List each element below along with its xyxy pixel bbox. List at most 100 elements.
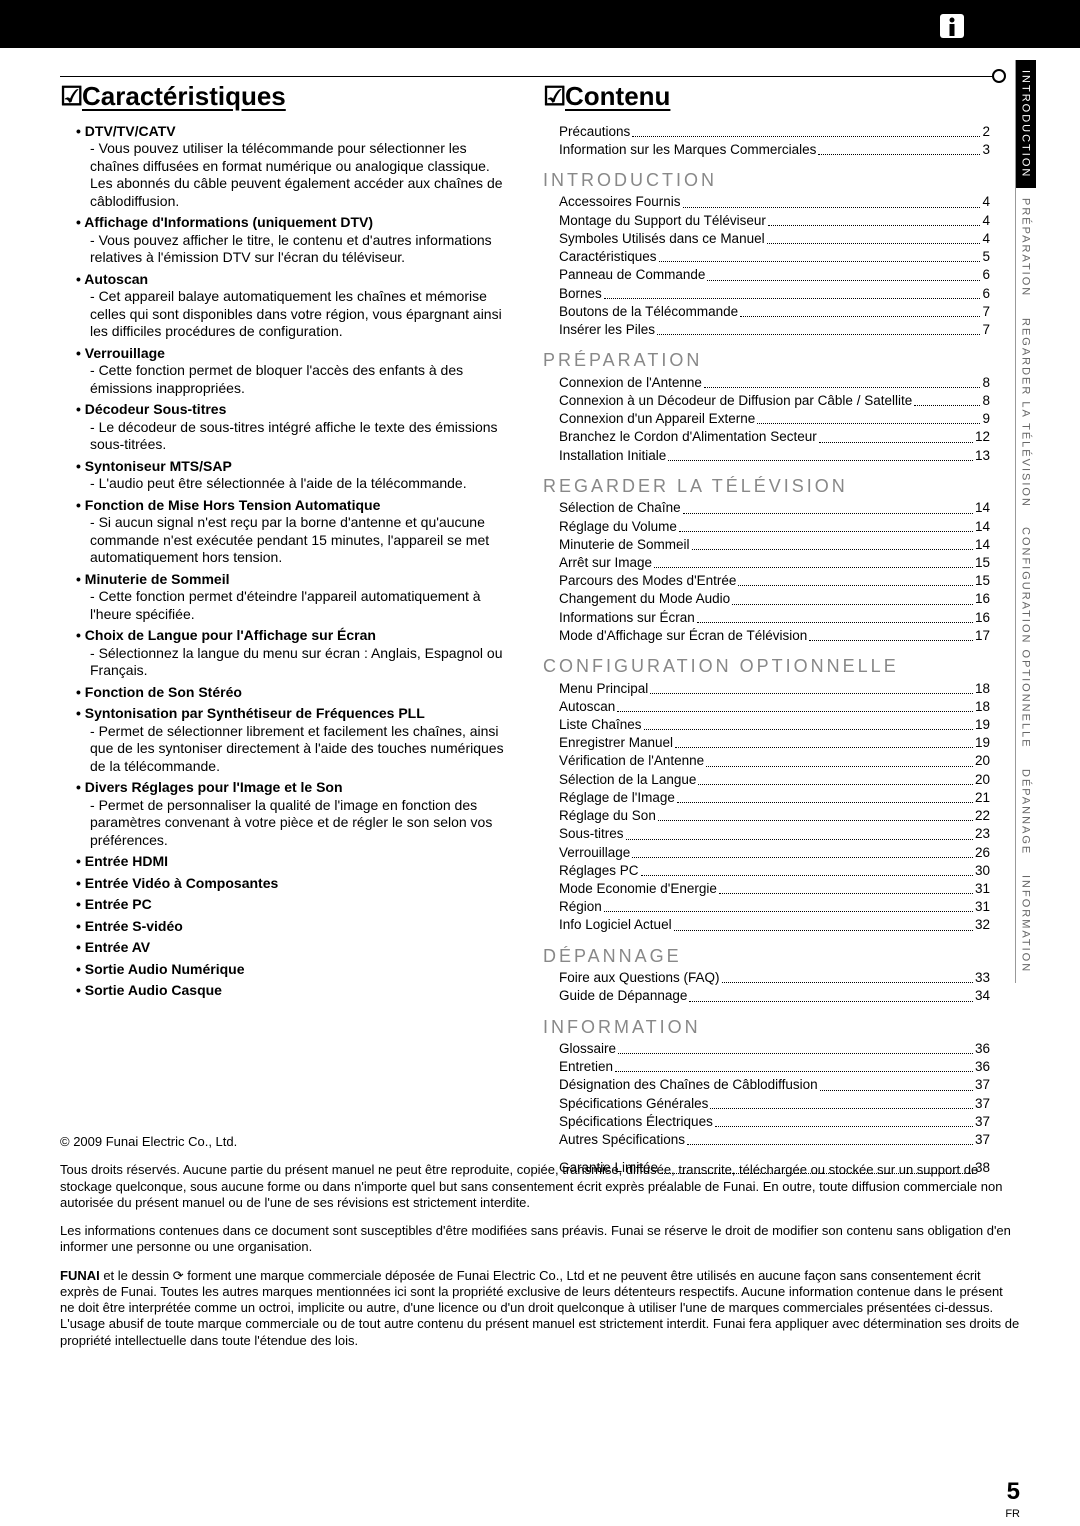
feature-item: Sortie Audio Casque: [90, 982, 507, 1000]
toc-page: 37: [975, 1076, 990, 1094]
toc-dots: [659, 248, 981, 262]
feature-title: Entrée PC: [90, 896, 507, 914]
toc-label: Parcours des Modes d'Entrée: [559, 572, 736, 590]
toc-dots: [706, 752, 973, 766]
feature-title: Sortie Audio Casque: [90, 982, 507, 1000]
feature-item: VerrouillageCette fonction permet de blo…: [90, 345, 507, 398]
feature-item: Divers Réglages pour l'Image et le SonPe…: [90, 779, 507, 849]
toc-item: Minuterie de Sommeil14: [559, 536, 990, 554]
toc-item: Accessoires Fournis4: [559, 193, 990, 211]
toc-item: Réglage du Volume14: [559, 518, 990, 536]
toc-label: Menu Principal: [559, 680, 648, 698]
toc-item: Parcours des Modes d'Entrée 15: [559, 572, 990, 590]
toc-item: Information sur les Marques Commerciales…: [559, 141, 990, 159]
toc-page: 13: [975, 447, 990, 465]
toc-label: Montage du Support du Téléviseur: [559, 212, 766, 230]
feature-item: Entrée PC: [90, 896, 507, 914]
feature-title: Syntonisation par Synthétiseur de Fréque…: [90, 705, 507, 723]
toc-page: 20: [975, 752, 990, 770]
toc-label: Boutons de la Télécommande: [559, 303, 738, 321]
toc-dots: [697, 609, 973, 623]
toc-page: 34: [975, 987, 990, 1005]
toc-section-heading: REGARDER LA TÉLÉVISION: [543, 475, 990, 498]
features-heading: ☑Caractéristiques: [60, 80, 507, 113]
toc-label: Connexion de l'Antenne: [559, 374, 702, 392]
toc-dots: [641, 862, 973, 876]
toc-section-heading: INTRODUCTION: [543, 169, 990, 192]
toc-dots: [604, 285, 981, 299]
toc-dots: [675, 734, 973, 748]
toc-label: Sous-titres: [559, 825, 624, 843]
tab-configuration-optionnelle[interactable]: CONFIGURATION OPTIONNELLE: [1015, 517, 1036, 759]
toc-label: Spécifications Générales: [559, 1095, 708, 1113]
toc-item: Mode d'Affichage sur Écran de Télévision…: [559, 627, 990, 645]
feature-item: Décodeur Sous-titresLe décodeur de sous-…: [90, 401, 507, 454]
copyright: © 2009 Funai Electric Co., Ltd.: [60, 1134, 1020, 1150]
toc-page: 22: [975, 807, 990, 825]
toc-item: Branchez le Cordon d'Alimentation Secteu…: [559, 428, 990, 446]
toc-dots: [719, 880, 973, 894]
toc-page: 32: [975, 916, 990, 934]
feature-desc: L'audio peut être sélectionnée à l'aide …: [90, 475, 507, 493]
toc-page: 30: [975, 862, 990, 880]
feature-desc: Permet de sélectionner librement et faci…: [90, 723, 507, 776]
toc-item: Spécifications Électriques37: [559, 1113, 990, 1131]
toc-dots: [818, 141, 980, 155]
toc-label: Réglage de l'Image: [559, 789, 675, 807]
toc-dots: [683, 193, 981, 207]
toc-label: Sélection de la Langue: [559, 771, 696, 789]
toc-label: Réglages PC: [559, 862, 639, 880]
toc-label: Info Logiciel Actuel: [559, 916, 672, 934]
toc-label: Connexion à un Décodeur de Diffusion par…: [559, 392, 912, 410]
toc-dots: [632, 844, 973, 858]
toc-dots: [626, 825, 973, 839]
toc-item: Insérer les Piles7: [559, 321, 990, 339]
feature-item: Fonction de Son Stéréo: [90, 684, 507, 702]
tab-dépannage[interactable]: DÉPANNAGE: [1015, 759, 1036, 865]
feature-title: DTV/TV/CATV: [90, 123, 507, 141]
toc-item: Liste Chaînes19: [559, 716, 990, 734]
toc-page: 15: [975, 572, 990, 590]
feature-title: Entrée S-vidéo: [90, 918, 507, 936]
toc-label: Liste Chaînes: [559, 716, 642, 734]
tab-préparation[interactable]: PRÉPARATION: [1015, 188, 1036, 307]
tab-introduction[interactable]: INTRODUCTION: [1015, 60, 1036, 188]
toc-label: Caractéristiques: [559, 248, 657, 266]
toc-label: Branchez le Cordon d'Alimentation Secteu…: [559, 428, 817, 446]
toc-dots: [604, 898, 973, 912]
toc-dots: [657, 321, 980, 335]
toc-page: 5: [982, 248, 990, 266]
toc-page: 16: [975, 609, 990, 627]
feature-item: DTV/TV/CATVVous pouvez utiliser la téléc…: [90, 123, 507, 211]
toc-item: Mode Economie d'Energie31: [559, 880, 990, 898]
feature-item: Minuterie de SommeilCette fonction perme…: [90, 571, 507, 624]
toc-item: Autoscan18: [559, 698, 990, 716]
feature-title: Choix de Langue pour l'Affichage sur Écr…: [90, 627, 507, 645]
toc-dots: [674, 916, 973, 930]
toc-item: Connexion de l'Antenne8: [559, 374, 990, 392]
toc-label: Informations sur Écran: [559, 609, 695, 627]
toc-label: Verrouillage: [559, 844, 630, 862]
feature-desc: Si aucun signal n'est reçu par la borne …: [90, 514, 507, 567]
tab-regarder-la-télévision[interactable]: REGARDER LA TÉLÉVISION: [1015, 308, 1036, 518]
toc-page: 6: [982, 266, 990, 284]
legal-para-1: Tous droits réservés. Aucune partie du p…: [60, 1162, 1020, 1211]
toc-dots: [698, 771, 973, 785]
feature-title: Entrée AV: [90, 939, 507, 957]
feature-item: Entrée HDMI: [90, 853, 507, 871]
toc-label: Connexion d'un Appareil Externe: [559, 410, 755, 428]
tab-information[interactable]: INFORMATION: [1015, 865, 1036, 983]
feature-item: Entrée AV: [90, 939, 507, 957]
toc-item: Boutons de la Télécommande7: [559, 303, 990, 321]
toc-page: 18: [975, 698, 990, 716]
toc-page: 18: [975, 680, 990, 698]
feature-item: Entrée Vidéo à Composantes: [90, 875, 507, 893]
toc-page: 8: [982, 392, 990, 410]
feature-item: Fonction de Mise Hors Tension Automatiqu…: [90, 497, 507, 567]
feature-title: Autoscan: [90, 271, 507, 289]
toc-label: Sélection de Chaîne: [559, 499, 681, 517]
feature-title: Entrée Vidéo à Composantes: [90, 875, 507, 893]
toc-section-list: Connexion de l'Antenne8Connexion à un Dé…: [543, 374, 990, 465]
toc-section-heading: DÉPANNAGE: [543, 945, 990, 968]
feature-desc: Vous pouvez utiliser la télécommande pou…: [90, 140, 507, 210]
